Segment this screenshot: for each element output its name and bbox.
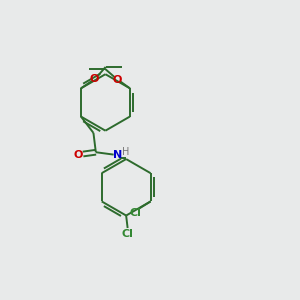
Text: N: N — [112, 150, 122, 160]
Text: O: O — [113, 75, 122, 85]
Text: O: O — [90, 74, 99, 84]
Text: Cl: Cl — [129, 208, 141, 218]
Text: Cl: Cl — [122, 229, 134, 239]
Text: H: H — [122, 147, 130, 157]
Text: O: O — [74, 150, 83, 160]
